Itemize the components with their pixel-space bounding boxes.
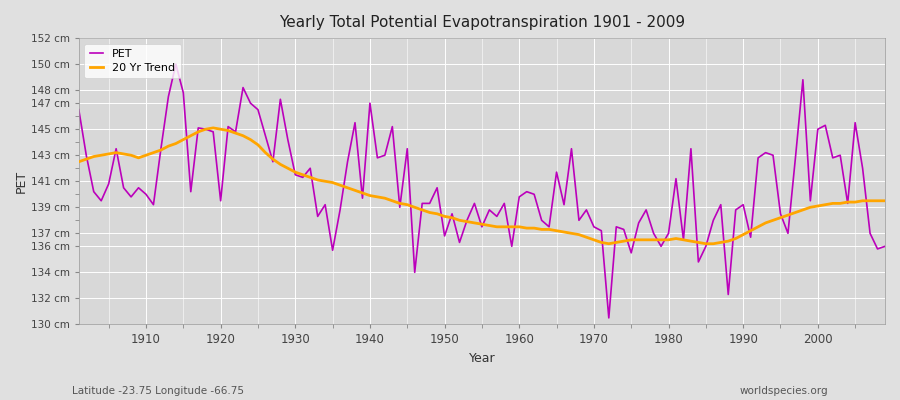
PET bbox=[74, 107, 85, 112]
Line: 20 Yr Trend: 20 Yr Trend bbox=[79, 128, 885, 244]
PET bbox=[514, 194, 525, 199]
PET bbox=[603, 316, 614, 320]
20 Yr Trend bbox=[349, 188, 360, 193]
Text: worldspecies.org: worldspecies.org bbox=[740, 386, 828, 396]
Y-axis label: PET: PET bbox=[15, 170, 28, 193]
20 Yr Trend bbox=[603, 241, 614, 246]
Title: Yearly Total Potential Evapotranspiration 1901 - 2009: Yearly Total Potential Evapotranspiratio… bbox=[279, 15, 685, 30]
Legend: PET, 20 Yr Trend: PET, 20 Yr Trend bbox=[85, 44, 181, 78]
20 Yr Trend bbox=[208, 126, 219, 130]
Line: PET: PET bbox=[79, 64, 885, 318]
20 Yr Trend bbox=[74, 159, 85, 164]
20 Yr Trend bbox=[618, 239, 629, 244]
PET bbox=[170, 62, 181, 66]
20 Yr Trend bbox=[514, 224, 525, 229]
20 Yr Trend bbox=[305, 175, 316, 180]
PET bbox=[305, 166, 316, 171]
20 Yr Trend bbox=[521, 226, 532, 230]
20 Yr Trend bbox=[133, 156, 144, 160]
PET bbox=[879, 244, 890, 249]
PET bbox=[133, 185, 144, 190]
PET bbox=[618, 227, 629, 232]
Text: Latitude -23.75 Longitude -66.75: Latitude -23.75 Longitude -66.75 bbox=[72, 386, 244, 396]
PET bbox=[349, 120, 360, 125]
X-axis label: Year: Year bbox=[469, 352, 495, 365]
PET bbox=[521, 189, 532, 194]
20 Yr Trend bbox=[879, 198, 890, 203]
